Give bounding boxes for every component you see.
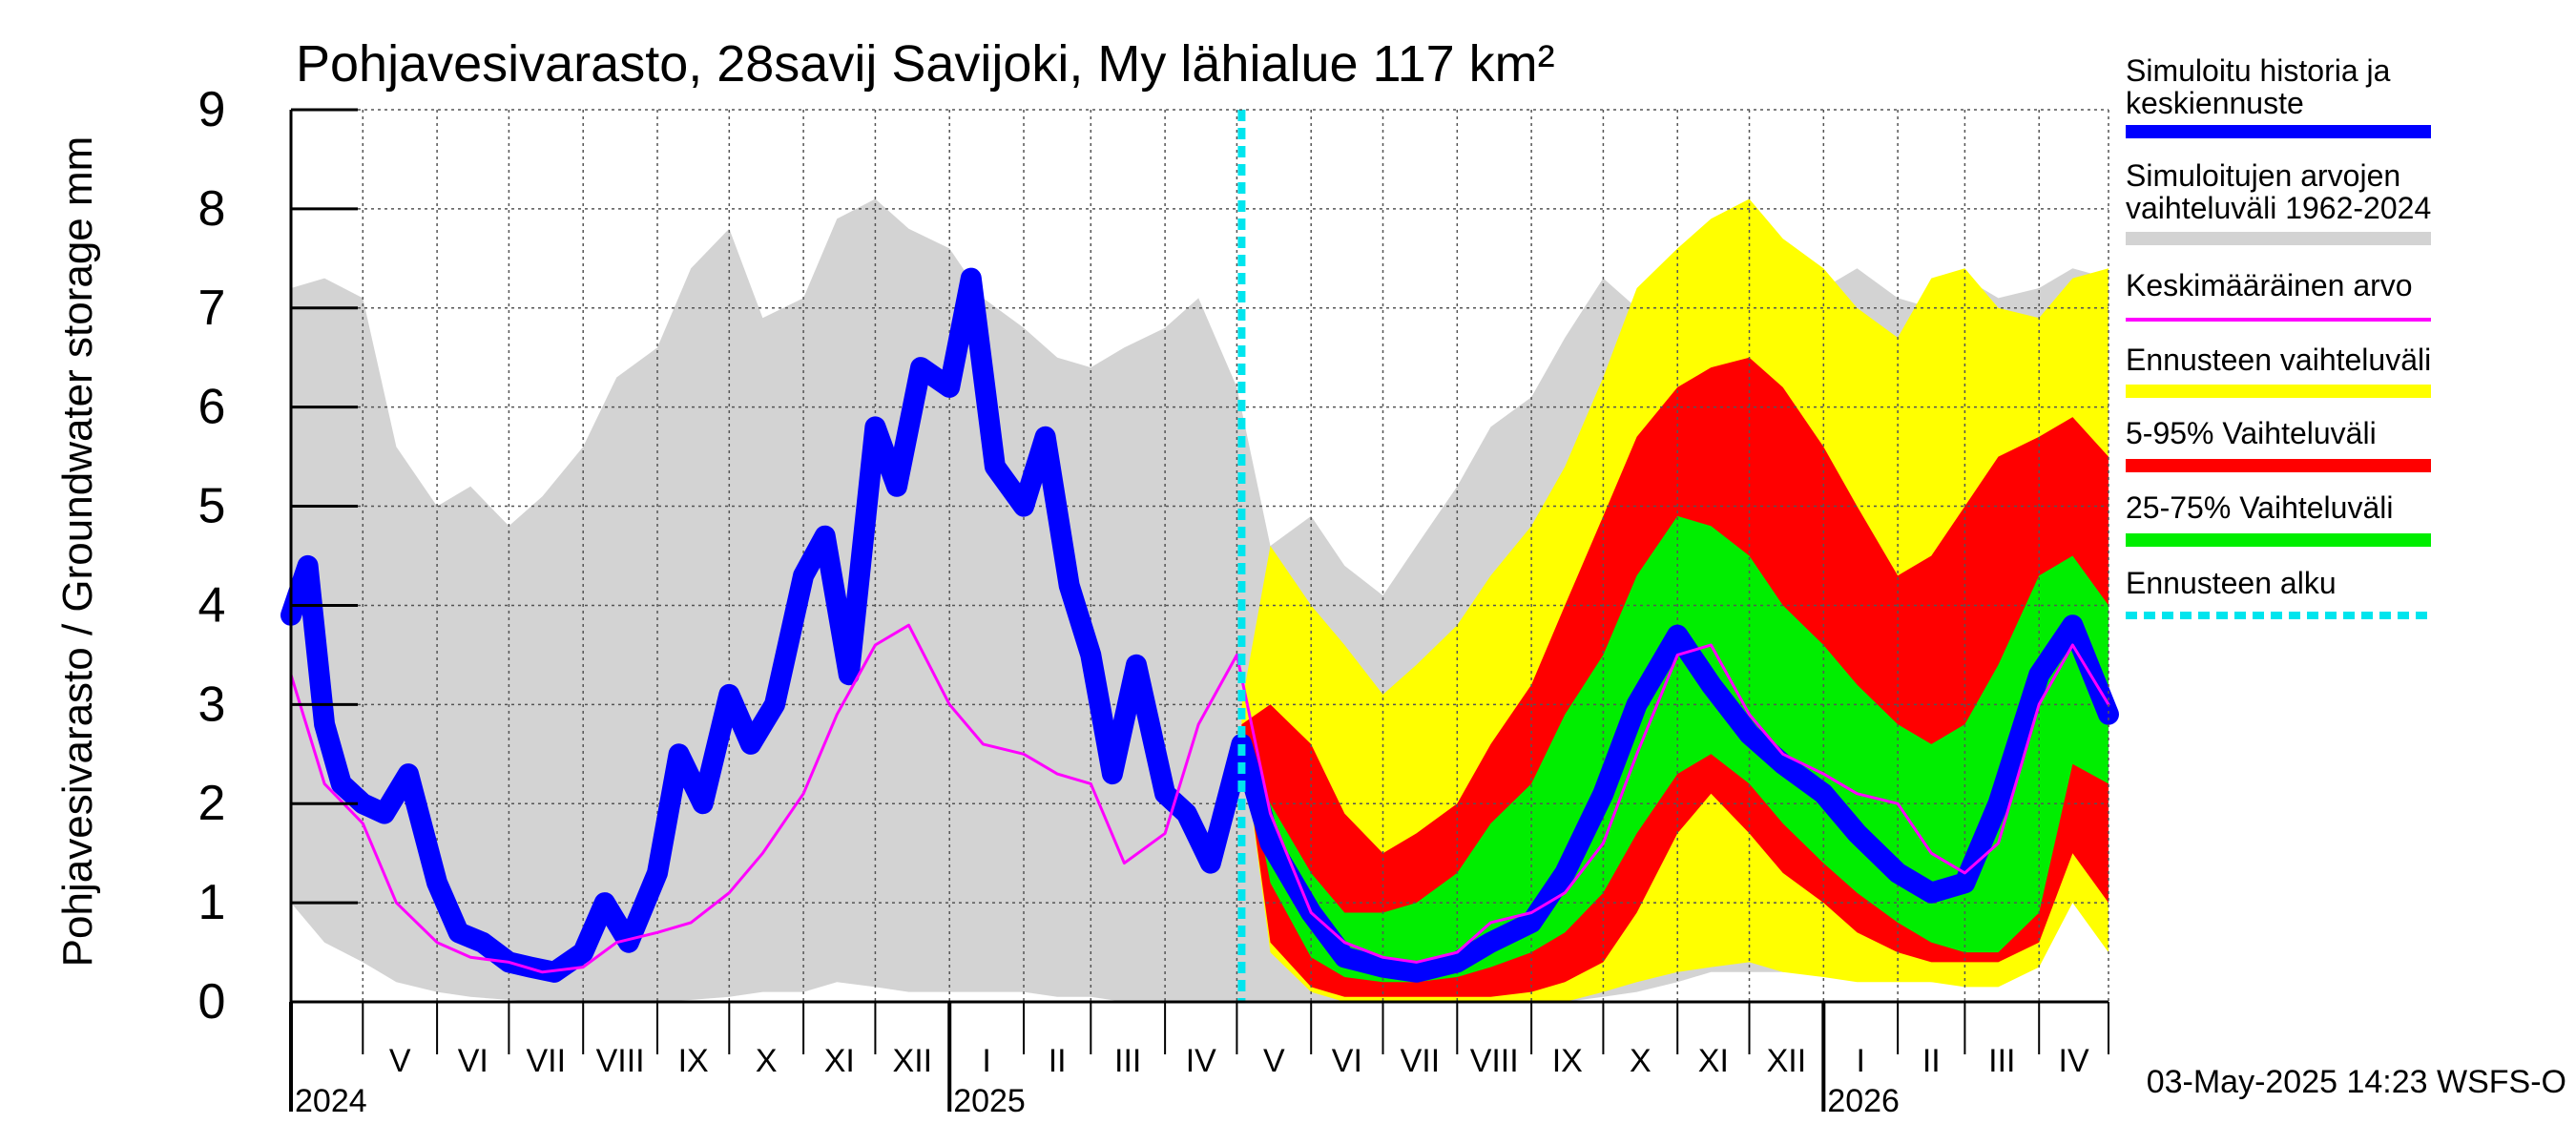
y-tick-label: 1	[198, 875, 226, 930]
month-label: IV	[2059, 1043, 2089, 1079]
series-lines	[280, 267, 2119, 983]
legend-label: Keskimääräinen arvo	[2126, 268, 2413, 302]
x-axis: V VI VII VIII IX X XI XII I II III IV V VI VII VIII IX X X…	[289, 1002, 2109, 1119]
month-label: II	[1922, 1043, 1941, 1079]
month-label: I	[982, 1043, 990, 1079]
y-axis-label: Pohjavesivarasto / Groundwater storage m…	[54, 136, 101, 968]
legend-label: 5-95% Vaihteluväli	[2126, 416, 2377, 450]
month-label: X	[756, 1043, 778, 1079]
month-label: X	[1630, 1043, 1652, 1079]
y-tick-label: 9	[198, 82, 226, 137]
plot-frame	[289, 109, 2109, 1004]
month-label: III	[1114, 1043, 1141, 1079]
y-tick-label: 3	[198, 677, 226, 732]
y-axis: 0 1 2 3 4 5 6 7 8 9	[198, 82, 358, 1030]
y-tick-label: 0	[198, 974, 226, 1030]
month-label: I	[1857, 1043, 1865, 1079]
month-label: VII	[1401, 1043, 1441, 1079]
year-label: 2026	[1827, 1083, 1900, 1119]
series-line-1	[289, 623, 2110, 974]
month-label: V	[389, 1043, 411, 1079]
month-label: VI	[1332, 1043, 1362, 1079]
y-tick-label: 5	[198, 479, 226, 534]
legend-label: vaihteluväli 1962-2024	[2126, 191, 2431, 225]
legend-label: Simuloitu historia ja	[2126, 53, 2391, 88]
y-tick-label: 7	[198, 281, 226, 336]
footer-timestamp: 03-May-2025 14:23 WSFS-O	[2147, 1064, 2566, 1100]
legend-label: Ennusteen vaihteluväli	[2126, 343, 2431, 377]
month-label: VII	[527, 1043, 567, 1079]
legend-label: Ennusteen alku	[2126, 566, 2337, 600]
month-label: IV	[1186, 1043, 1216, 1079]
month-label: II	[1049, 1043, 1067, 1079]
legend-label: Simuloitujen arvojen	[2126, 158, 2400, 193]
month-label: VIII	[596, 1043, 645, 1079]
month-label: VI	[458, 1043, 488, 1079]
y-tick-label: 2	[198, 776, 226, 831]
month-label: IX	[1552, 1043, 1583, 1079]
month-label: XI	[824, 1043, 855, 1079]
month-label: XI	[1698, 1043, 1729, 1079]
chart-title: Pohjavesivarasto, 28savij Savijoki, My l…	[296, 35, 1555, 93]
legend-label: 25-75% Vaihteluväli	[2126, 490, 2393, 525]
plot-area	[280, 109, 2119, 1004]
year-label: 2024	[295, 1083, 367, 1119]
year-label: 2025	[953, 1083, 1026, 1119]
range-bands	[291, 198, 2109, 1002]
month-label: V	[1263, 1043, 1285, 1079]
month-label: VIII	[1470, 1043, 1519, 1079]
y-tick-label: 4	[198, 577, 226, 633]
month-label: III	[1988, 1043, 2015, 1079]
legend-label: keskiennuste	[2126, 86, 2304, 120]
month-label: XII	[893, 1043, 933, 1079]
month-label: IX	[678, 1043, 709, 1079]
y-tick-label: 6	[198, 380, 226, 435]
month-label: XII	[1767, 1043, 1807, 1079]
y-tick-label: 8	[198, 181, 226, 237]
